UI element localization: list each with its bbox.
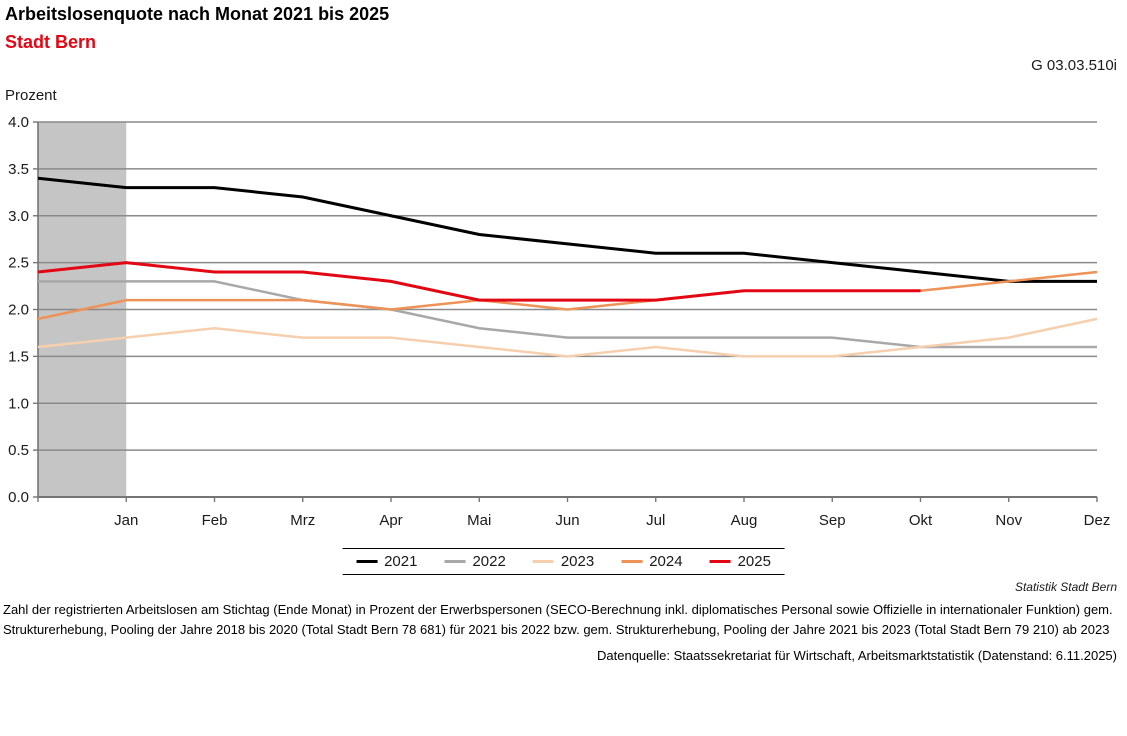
legend-swatch-2021 [356, 560, 378, 563]
legend-swatch-2025 [709, 560, 731, 563]
y-tick-label: 2.0 [8, 302, 29, 319]
y-tick-label: 0.0 [8, 489, 29, 506]
series-line-2025 [37, 261, 921, 302]
legend-label: 2022 [472, 553, 506, 570]
x-tick-label: Jul [646, 512, 665, 529]
x-tick-label: Okt [909, 512, 933, 529]
legend-label: 2024 [649, 553, 683, 570]
page-title: Arbeitslosenquote nach Monat 2021 bis 20… [5, 4, 390, 24]
x-tick-label: Feb [202, 512, 228, 529]
x-tick-label: Jun [555, 512, 579, 529]
legend-item-2021: 2021 [356, 553, 417, 570]
x-tick-label: Apr [379, 512, 402, 529]
figure-id: G 03.03.510i [1031, 57, 1117, 74]
x-tick-label: Mai [467, 512, 491, 529]
footnote-text: Zahl der registrierten Arbeitslosen am S… [3, 602, 1113, 638]
x-tick-label: Nov [995, 512, 1022, 529]
datasource-text: Datenquelle: Staatssekretariat für Wirts… [597, 648, 1117, 663]
x-tick-label: Jan [114, 512, 138, 529]
series-line-2024 [37, 270, 1098, 321]
y-tick-label: 0.5 [8, 442, 29, 459]
publisher-credit: Statistik Stadt Bern [1014, 580, 1117, 594]
x-tick-label: Dez [1084, 512, 1111, 529]
legend-label: 2023 [560, 553, 595, 570]
x-tick-label: Aug [731, 512, 758, 529]
y-tick-label: 1.5 [8, 348, 29, 365]
y-tick-label: 3.0 [8, 208, 29, 225]
y-tick-label: 1.0 [8, 395, 29, 412]
legend-swatch-2023 [532, 560, 554, 563]
series-line-2023 [37, 317, 1098, 358]
legend-item-2022: 2022 [444, 553, 506, 570]
series-line-2021 [37, 176, 1097, 283]
y-tick-label: 4.0 [8, 114, 29, 131]
series-line-2022 [38, 280, 1097, 349]
y-axis-title: Prozent [5, 87, 57, 104]
y-tick-label: 2.5 [8, 255, 29, 272]
legend-label: 2021 [384, 553, 418, 570]
y-tick-label: 3.5 [8, 161, 29, 178]
x-tick-label: Sep [819, 512, 846, 529]
page-subtitle: Stadt Bern [5, 32, 97, 52]
legend-label: 2025 [737, 553, 771, 570]
unemployment-line-chart: 0.0 0.5 1.0 1.5 2.0 2.5 3.0 3.5 4.0 Jan Feb Mrz Apr M… [8, 114, 1111, 529]
chart-legend: 2021 2022 2023 2024 2025 [342, 548, 785, 575]
legend-item-2025: 2025 [709, 553, 771, 570]
legend-item-2024: 2024 [621, 553, 683, 570]
legend-swatch-2022 [444, 560, 466, 563]
legend-item-2023: 2023 [532, 553, 595, 570]
legend-swatch-2024 [621, 560, 643, 563]
x-tick-label: Mrz [290, 512, 315, 529]
